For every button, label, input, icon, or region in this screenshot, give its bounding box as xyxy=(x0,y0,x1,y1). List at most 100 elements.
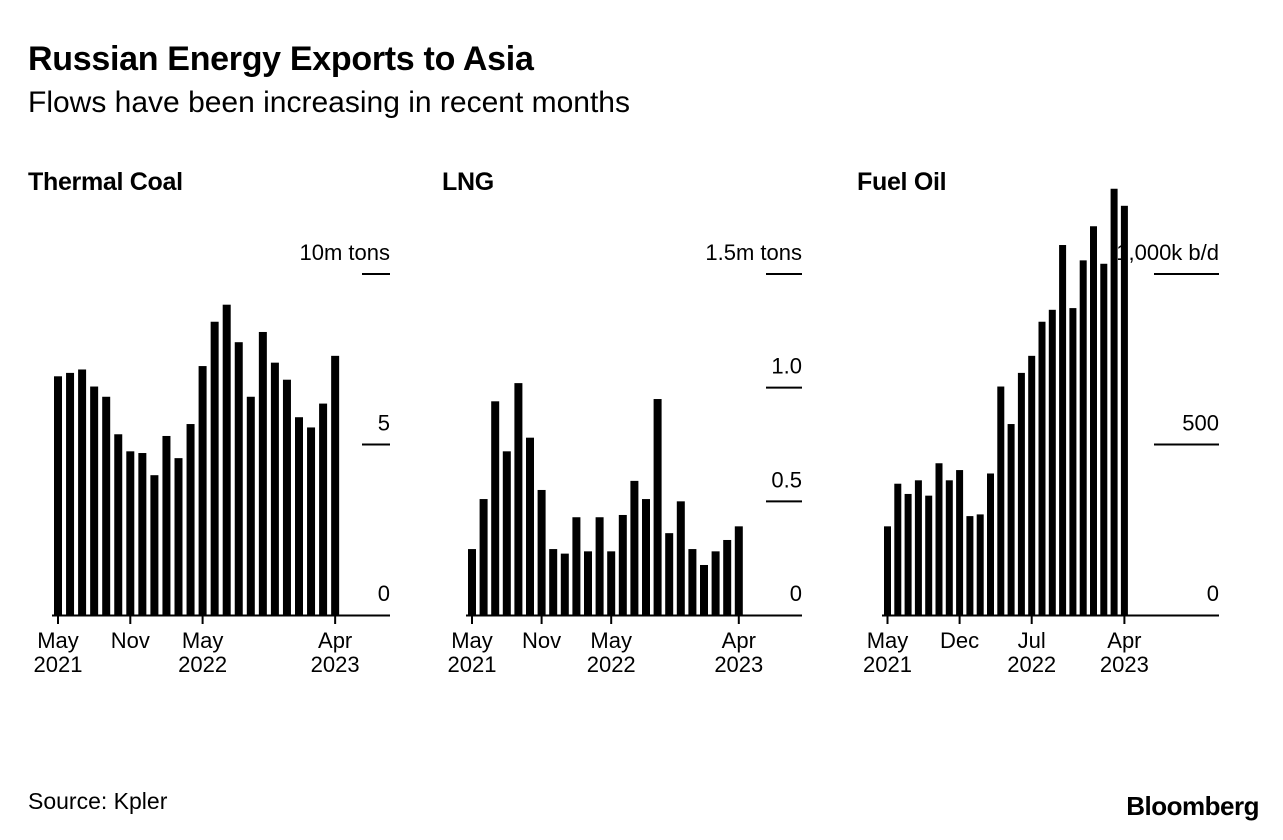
panel-title-thermal-coal: Thermal Coal xyxy=(28,168,183,196)
thermal-coal-bar-2022-09 xyxy=(246,396,255,615)
thermal-coal-bar-2021-09 xyxy=(102,396,111,615)
lng-bar-2021-11 xyxy=(537,489,546,615)
fuel-oil-bar-2021-12 xyxy=(956,470,964,615)
fuel-oil-bar-2022-11 xyxy=(1069,308,1077,615)
lng-bar-2022-07 xyxy=(630,480,639,615)
thermal-coal-xtick-label-3: Apr xyxy=(318,628,352,653)
fuel-oil-bar-2022-06 xyxy=(1017,372,1025,615)
thermal-coal-xtick-year-0: 2021 xyxy=(34,652,83,677)
lng-bar-2023-01 xyxy=(700,564,708,615)
thermal-coal-bar-2023-03 xyxy=(319,403,328,615)
lng-bar-2022-11 xyxy=(676,501,685,615)
lng-bar-2022-01 xyxy=(560,553,569,615)
lng-bar-2021-07 xyxy=(491,401,500,615)
thermal-coal-bar-2023-04 xyxy=(331,355,340,615)
lng-xtick-label-1: Nov xyxy=(522,628,561,653)
fuel-oil-xtick-label-3: Apr xyxy=(1107,628,1141,653)
lng-bar-2021-06 xyxy=(479,499,488,615)
thermal-coal-ytick-label-0: 0 xyxy=(378,581,390,606)
lng-ytick-label-0: 0 xyxy=(790,581,802,606)
lng-xtick-label-3: Apr xyxy=(722,628,756,653)
panel-title-fuel-oil: Fuel Oil xyxy=(857,168,947,196)
thermal-coal-xtick-label-2: May xyxy=(182,628,224,653)
fuel-oil-xtick-label-2: Jul xyxy=(1018,628,1046,653)
lng-bar-2021-05 xyxy=(468,549,476,615)
fuel-oil-bar-2022-02 xyxy=(976,514,984,615)
lng-bar-2023-04 xyxy=(734,526,743,615)
bloomberg-logo: Bloomberg xyxy=(1126,791,1259,821)
thermal-coal-bar-2022-12 xyxy=(282,379,291,615)
thermal-coal-ytick-label-1: 5 xyxy=(378,411,390,436)
thermal-coal-bar-2021-10 xyxy=(114,434,123,615)
fuel-oil-bar-2023-04 xyxy=(1120,205,1128,616)
thermal-coal-bar-2022-03 xyxy=(174,458,183,615)
fuel-oil-ytick-label-0: 0 xyxy=(1207,581,1219,606)
fuel-oil-bar-2023-01 xyxy=(1090,226,1097,615)
thermal-coal-bar-2021-12 xyxy=(138,453,147,615)
fuel-oil-bar-2021-08 xyxy=(914,480,922,615)
fuel-oil-xtick-label-1: Dec xyxy=(940,628,979,653)
fuel-oil-xtick-year-3: 2023 xyxy=(1100,652,1149,677)
source-note: Source: Kpler xyxy=(28,788,168,814)
fuel-oil-xtick-year-2: 2022 xyxy=(1007,652,1056,677)
fuel-oil-bar-2022-08 xyxy=(1038,321,1046,615)
fuel-oil-bar-2021-07 xyxy=(904,493,912,615)
lng-bar-2021-10 xyxy=(526,437,534,615)
fuel-oil-bar-2022-07 xyxy=(1028,355,1036,615)
chart-subtitle: Flows have been increasing in recent mon… xyxy=(28,86,630,119)
fuel-oil-bar-2023-02 xyxy=(1100,263,1108,615)
thermal-coal-bar-2023-02 xyxy=(307,427,316,615)
lng-bar-2022-05 xyxy=(607,551,616,615)
lng-bar-2022-04 xyxy=(595,517,604,615)
fuel-oil-bar-2022-04 xyxy=(997,386,1005,615)
lng-xtick-year-0: 2021 xyxy=(448,652,497,677)
thermal-coal-bar-2021-11 xyxy=(126,451,135,615)
lng-xtick-year-3: 2023 xyxy=(714,652,763,677)
lng-bar-2022-02 xyxy=(572,517,581,615)
thermal-coal-bar-2022-08 xyxy=(234,342,243,615)
lng-bar-2021-12 xyxy=(549,549,558,615)
lng-bar-2022-12 xyxy=(688,549,697,615)
fuel-oil-bar-2021-11 xyxy=(945,480,953,615)
chart-title: Russian Energy Exports to Asia xyxy=(28,40,534,78)
thermal-coal-xtick-year-2: 2022 xyxy=(178,652,227,677)
fuel-oil-ytick-label-2: 1,000k b/d xyxy=(1116,240,1219,265)
lng-ytick-label-3: 1.5m tons xyxy=(705,240,802,265)
fuel-oil-bar-2021-05 xyxy=(884,526,891,615)
lng-bar-2023-02 xyxy=(711,551,720,615)
lng-ytick-label-1: 0.5 xyxy=(771,467,802,492)
thermal-coal-xtick-year-3: 2023 xyxy=(311,652,360,677)
lng-bar-2022-09 xyxy=(653,399,662,615)
lng-bar-2021-08 xyxy=(502,451,511,615)
thermal-coal-bar-2021-08 xyxy=(90,386,99,615)
fuel-oil-xtick-year-0: 2021 xyxy=(863,652,912,677)
thermal-coal-xtick-label-0: May xyxy=(37,628,79,653)
thermal-coal-bar-2022-07 xyxy=(222,304,231,615)
fuel-oil-bar-2021-06 xyxy=(894,483,902,615)
fuel-oil-bar-2021-09 xyxy=(925,495,933,615)
lng-bar-2023-03 xyxy=(723,539,732,615)
fuel-oil-bar-2021-10 xyxy=(935,463,943,615)
lng-xtick-year-2: 2022 xyxy=(587,652,636,677)
lng-bar-2022-03 xyxy=(584,551,592,615)
thermal-coal-bar-2023-01 xyxy=(295,417,303,615)
thermal-coal-ytick-label-2: 10m tons xyxy=(300,240,391,265)
thermal-coal-xtick-label-1: Nov xyxy=(111,628,150,653)
thermal-coal-bar-2021-06 xyxy=(66,372,75,615)
lng-bar-2021-09 xyxy=(514,383,523,615)
thermal-coal-bar-2022-02 xyxy=(162,435,171,615)
thermal-coal-bar-2022-05 xyxy=(198,366,207,615)
fuel-oil-bar-2022-05 xyxy=(1007,424,1015,615)
fuel-oil-ytick-label-1: 500 xyxy=(1182,411,1219,436)
lng-bar-2022-10 xyxy=(665,533,674,615)
lng-bar-2022-06 xyxy=(618,514,627,615)
thermal-coal-bar-2022-10 xyxy=(258,331,267,615)
panel-title-lng: LNG xyxy=(442,168,494,196)
fuel-oil-bar-2022-01 xyxy=(966,516,974,615)
thermal-coal-bar-2022-01 xyxy=(150,475,159,615)
fuel-oil-bar-2022-03 xyxy=(987,473,994,615)
fuel-oil-bar-2022-10 xyxy=(1059,245,1067,615)
thermal-coal-bar-2021-05 xyxy=(54,376,62,615)
lng-xtick-label-0: May xyxy=(451,628,493,653)
